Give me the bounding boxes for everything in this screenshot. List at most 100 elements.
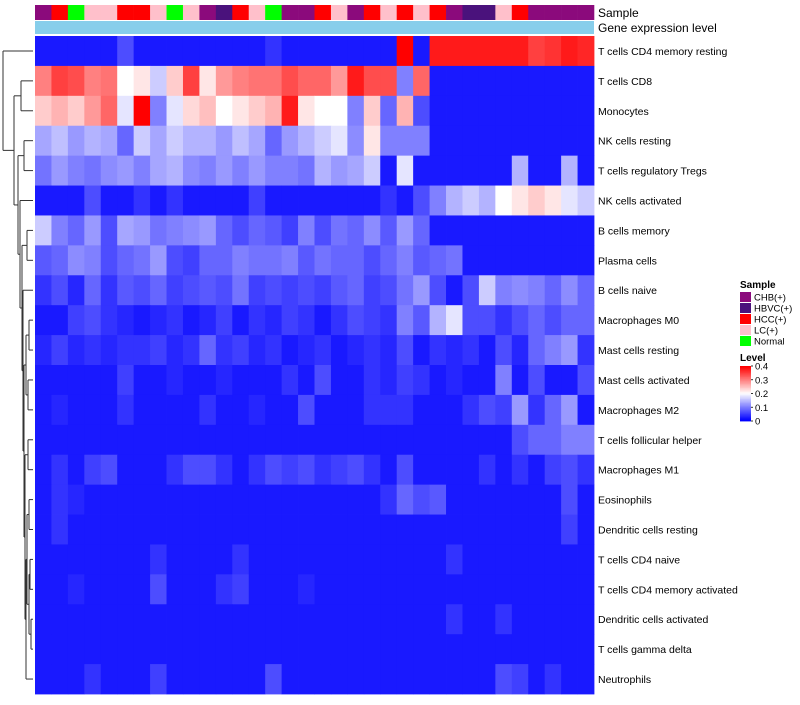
heatmap-cell bbox=[298, 36, 315, 67]
heatmap-cell bbox=[511, 394, 529, 426]
heatmap-cell bbox=[561, 664, 578, 695]
heatmap-cell bbox=[577, 335, 595, 366]
row-label: NK cells activated bbox=[598, 196, 682, 208]
heatmap-cell bbox=[478, 604, 496, 635]
heatmap-cell bbox=[314, 604, 332, 635]
heatmap-cell bbox=[199, 574, 217, 605]
heatmap-cell bbox=[396, 185, 414, 216]
heatmap-cell bbox=[380, 634, 398, 665]
heatmap-cell bbox=[363, 215, 381, 246]
level-legend-tick-label: 0.2 bbox=[755, 389, 768, 400]
heatmap-cell bbox=[577, 125, 595, 157]
heatmap-cell bbox=[462, 394, 480, 426]
heatmap-cell bbox=[84, 305, 102, 336]
heatmap-cell bbox=[363, 185, 381, 216]
heatmap-cell bbox=[35, 604, 52, 635]
heatmap-cell bbox=[248, 65, 266, 97]
heatmap-cell bbox=[166, 664, 184, 695]
heatmap-cell bbox=[100, 365, 118, 396]
heatmap-cell bbox=[429, 155, 447, 186]
heatmap-cell bbox=[232, 95, 250, 127]
heatmap-cell bbox=[265, 125, 283, 157]
heatmap-cell bbox=[248, 36, 266, 67]
heatmap-cell bbox=[232, 365, 250, 396]
heatmap-cell bbox=[561, 424, 578, 456]
heatmap-cell bbox=[232, 664, 250, 695]
heatmap-cell bbox=[182, 245, 200, 276]
sample-annotation-cell bbox=[363, 5, 381, 20]
heatmap-cell bbox=[150, 155, 167, 186]
heatmap-cell bbox=[544, 514, 562, 545]
heatmap-cell bbox=[544, 634, 562, 665]
level-legend-tick-label: 0.3 bbox=[755, 375, 768, 386]
heatmap-cell bbox=[298, 604, 315, 635]
heatmap-cell bbox=[363, 245, 381, 276]
heatmap-cell bbox=[528, 484, 546, 515]
heatmap-cell bbox=[133, 245, 151, 276]
heatmap-cell bbox=[380, 394, 398, 426]
heatmap-cell bbox=[347, 574, 365, 605]
heatmap-cell bbox=[314, 65, 332, 97]
heatmap-cell bbox=[215, 215, 233, 246]
heatmap-cell bbox=[462, 454, 480, 486]
heatmap-cell bbox=[347, 514, 365, 545]
heatmap-cell bbox=[215, 305, 233, 336]
heatmap-cell bbox=[446, 634, 463, 665]
heatmap-cell bbox=[495, 95, 513, 127]
gene-expression-track bbox=[35, 21, 594, 34]
heatmap-cell bbox=[215, 454, 233, 486]
heatmap-cell bbox=[150, 275, 167, 306]
heatmap-cell bbox=[51, 215, 69, 246]
heatmap-cell bbox=[528, 245, 546, 276]
heatmap-cell bbox=[117, 245, 135, 276]
heatmap-cell bbox=[117, 454, 135, 486]
heatmap-cell bbox=[182, 484, 200, 515]
heatmap-cell bbox=[133, 424, 151, 456]
level-legend-tick-label: 0.1 bbox=[755, 403, 768, 414]
heatmap-cell bbox=[544, 155, 562, 186]
heatmap-cell bbox=[478, 365, 496, 396]
heatmap-cell bbox=[182, 365, 200, 396]
heatmap-cell bbox=[446, 664, 463, 695]
heatmap-cell bbox=[199, 95, 217, 127]
heatmap-cell bbox=[561, 65, 578, 97]
heatmap-cell bbox=[248, 125, 266, 157]
heatmap-cell bbox=[528, 664, 546, 695]
heatmap-cell bbox=[314, 125, 332, 157]
heatmap-cell bbox=[281, 215, 299, 246]
heatmap-cell bbox=[84, 544, 102, 575]
heatmap-cell bbox=[51, 664, 69, 695]
heatmap-cell bbox=[314, 36, 332, 67]
heatmap-cell bbox=[396, 664, 414, 695]
level-legend-gradient-step bbox=[740, 418, 751, 421]
heatmap-cell bbox=[314, 95, 332, 127]
heatmap-cell bbox=[528, 544, 546, 575]
heatmap-cell bbox=[100, 454, 118, 486]
heatmap-cell bbox=[511, 335, 529, 366]
heatmap-cell bbox=[199, 125, 217, 157]
heatmap-cell bbox=[182, 514, 200, 545]
heatmap-cell bbox=[133, 36, 151, 67]
heatmap-cell bbox=[528, 95, 546, 127]
heatmap-cell bbox=[330, 305, 348, 336]
heatmap-cell bbox=[413, 484, 430, 515]
heatmap-cell bbox=[298, 65, 315, 97]
heatmap-cell bbox=[577, 305, 595, 336]
heatmap-cell bbox=[199, 185, 217, 216]
heatmap-cell bbox=[544, 245, 562, 276]
heatmap-cell bbox=[51, 335, 69, 366]
heatmap-cell bbox=[281, 155, 299, 186]
heatmap-cell bbox=[232, 215, 250, 246]
level-legend-gradient-step bbox=[740, 401, 751, 404]
heatmap-cell bbox=[528, 155, 546, 186]
heatmap-cell bbox=[429, 125, 447, 157]
heatmap-cell bbox=[314, 305, 332, 336]
heatmap-cell bbox=[133, 215, 151, 246]
row-label: B cells naive bbox=[598, 285, 657, 297]
heatmap-cell bbox=[281, 125, 299, 157]
heatmap-cell bbox=[67, 65, 85, 97]
row-label: Mast cells resting bbox=[598, 345, 679, 357]
sample-annotation-cell bbox=[117, 5, 134, 20]
heatmap-cell bbox=[248, 155, 266, 186]
heatmap-cell bbox=[314, 365, 332, 396]
